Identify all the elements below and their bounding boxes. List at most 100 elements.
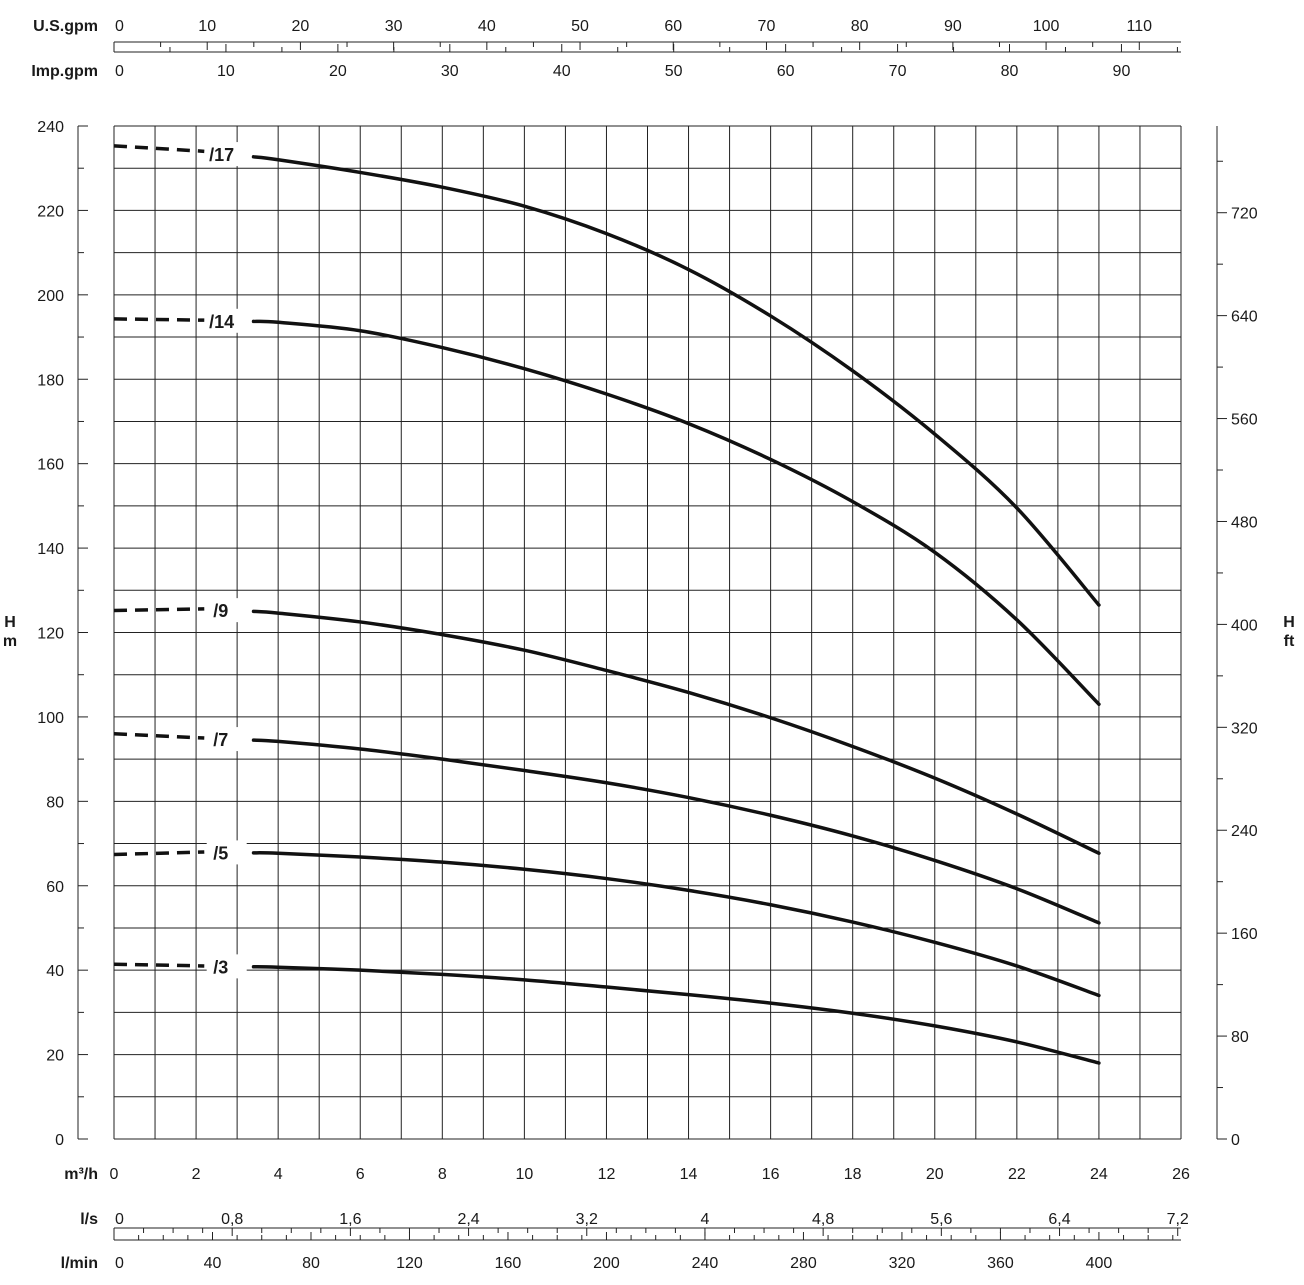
- lmin-axis-tick-label: 240: [692, 1255, 719, 1272]
- y-tick-label-right: 400: [1231, 617, 1258, 634]
- curve-dashed-7: [113, 732, 205, 740]
- series-label: /5: [213, 843, 228, 863]
- x-tick-label: 26: [1172, 1166, 1190, 1183]
- y-tick-label-right: 160: [1231, 926, 1258, 943]
- y-axis-right-title-ft: ft: [1284, 633, 1295, 650]
- series-label: /3: [213, 957, 228, 977]
- us-gpm-axis-tick-label: 20: [292, 18, 310, 35]
- series-label-bg: [206, 598, 247, 623]
- series-label-bg: [206, 727, 247, 752]
- x-tick-label: 4: [274, 1166, 283, 1183]
- curve-5: [251, 851, 1101, 998]
- series-label-bg: [206, 954, 247, 979]
- ls-axis-tick-label: 2,4: [457, 1211, 479, 1228]
- curve-17: [251, 155, 1101, 607]
- y-tick-label-right: 720: [1231, 206, 1258, 223]
- y-tick-label-left: 120: [37, 626, 64, 643]
- y-tick-label-right: 0: [1231, 1132, 1240, 1149]
- imp-gpm-axis-tick-label: 90: [1113, 63, 1131, 80]
- series-labels: /17/14/9/7/5/3: [206, 142, 247, 979]
- us-gpm-axis-title: U.S.gpm: [33, 18, 98, 35]
- curve-dashed-5: [113, 850, 205, 857]
- us-gpm-axis-tick-label: 110: [1127, 18, 1153, 35]
- lmin-axis-tick-label: 40: [204, 1255, 222, 1272]
- y-tick-label-right: 480: [1231, 514, 1258, 531]
- imp-gpm-axis-tick-label: 40: [553, 63, 571, 80]
- curve-dashed-9: [113, 607, 205, 613]
- ls-axis-tick-label: 5,6: [930, 1211, 952, 1228]
- x-tick-label: 8: [438, 1166, 447, 1183]
- series-label: /9: [213, 601, 228, 621]
- curve-dashed-3: [113, 962, 205, 968]
- curve-3: [251, 965, 1101, 1065]
- y-axis-left-title-h: H: [4, 614, 16, 631]
- y-tick-label-left: 100: [37, 710, 64, 727]
- y-tick-label-left: 0: [55, 1132, 64, 1149]
- us-gpm-axis-tick-label: 60: [664, 18, 682, 35]
- us-gpm-axis-tick-label: 90: [944, 18, 962, 35]
- us-gpm-axis-tick-label: 50: [571, 18, 589, 35]
- y-tick-label-left: 140: [37, 541, 64, 558]
- lmin-axis-tick-label: 400: [1086, 1255, 1113, 1272]
- ls-axis-tick-label: 4,8: [812, 1211, 834, 1228]
- series-label-bg: [206, 142, 247, 167]
- ls-axis-tick-label: 6,4: [1048, 1211, 1070, 1228]
- curve-9: [251, 609, 1101, 855]
- imp-gpm-axis-tick-label: 0: [115, 63, 124, 80]
- us-gpm-axis-tick-label: 0: [115, 18, 124, 35]
- x-tick-label: 20: [926, 1166, 944, 1183]
- imp-gpm-axis-tick-label: 10: [217, 63, 235, 80]
- y-tick-label-right: 320: [1231, 720, 1258, 737]
- lmin-axis-tick-label: 160: [495, 1255, 522, 1272]
- y-axis-left-title-m: m: [3, 633, 17, 650]
- ls-axis-tick-label: 0,8: [221, 1211, 243, 1228]
- x-tick-label: 2: [192, 1166, 201, 1183]
- curve-7: [251, 738, 1101, 925]
- x-tick-label: 14: [680, 1166, 698, 1183]
- ls-axis-tick-label: 4: [701, 1211, 710, 1228]
- y-tick-label-left: 60: [46, 879, 64, 896]
- y-axis-right-title-h: H: [1283, 614, 1295, 631]
- grid-lines: [113, 125, 1182, 1140]
- ls-axis-title: l/s: [80, 1211, 98, 1228]
- y-tick-label-left: 20: [46, 1048, 64, 1065]
- series-label: /17: [209, 145, 234, 165]
- axes: 020406080100120140160180200220240Hm08016…: [3, 18, 1295, 1272]
- y-tick-label-right: 560: [1231, 412, 1258, 429]
- lmin-axis-tick-label: 320: [889, 1255, 916, 1272]
- x-tick-label: 10: [515, 1166, 533, 1183]
- ls-axis-tick-label: 7,2: [1167, 1211, 1189, 1228]
- imp-gpm-axis-tick-label: 20: [329, 63, 347, 80]
- imp-gpm-axis-title: Imp.gpm: [31, 63, 98, 80]
- imp-gpm-axis-tick-label: 30: [441, 63, 459, 80]
- series-label: /14: [209, 312, 234, 332]
- x-tick-label: 6: [356, 1166, 365, 1183]
- y-tick-label-left: 80: [46, 794, 64, 811]
- series-label-bg: [206, 308, 247, 333]
- y-tick-label-left: 160: [37, 457, 64, 474]
- us-gpm-axis-tick-label: 30: [385, 18, 403, 35]
- x-tick-label: 0: [110, 1166, 119, 1183]
- x-tick-label: 18: [844, 1166, 862, 1183]
- lmin-axis-title: l/min: [61, 1255, 98, 1272]
- x-axis-title: m³/h: [64, 1166, 98, 1183]
- lmin-axis-tick-label: 120: [396, 1255, 423, 1272]
- y-tick-label-left: 240: [37, 119, 64, 136]
- series-label-bg: [206, 840, 247, 865]
- us-gpm-axis-tick-label: 100: [1033, 18, 1060, 35]
- x-tick-label: 24: [1090, 1166, 1108, 1183]
- y-tick-label-right: 640: [1231, 309, 1258, 326]
- imp-gpm-axis-tick-label: 60: [777, 63, 795, 80]
- x-tick-label: 22: [1008, 1166, 1026, 1183]
- us-gpm-axis-tick-label: 10: [198, 18, 216, 35]
- lmin-axis-tick-label: 280: [790, 1255, 817, 1272]
- ls-axis-tick-label: 0: [115, 1211, 124, 1228]
- lmin-axis-tick-label: 0: [115, 1255, 124, 1272]
- y-tick-label-right: 80: [1231, 1029, 1249, 1046]
- imp-gpm-axis-tick-label: 80: [1001, 63, 1019, 80]
- curve-dashed-14: [113, 317, 205, 322]
- lmin-axis-tick-label: 80: [302, 1255, 320, 1272]
- y-tick-label-left: 200: [37, 288, 64, 305]
- y-tick-label-left: 40: [46, 963, 64, 980]
